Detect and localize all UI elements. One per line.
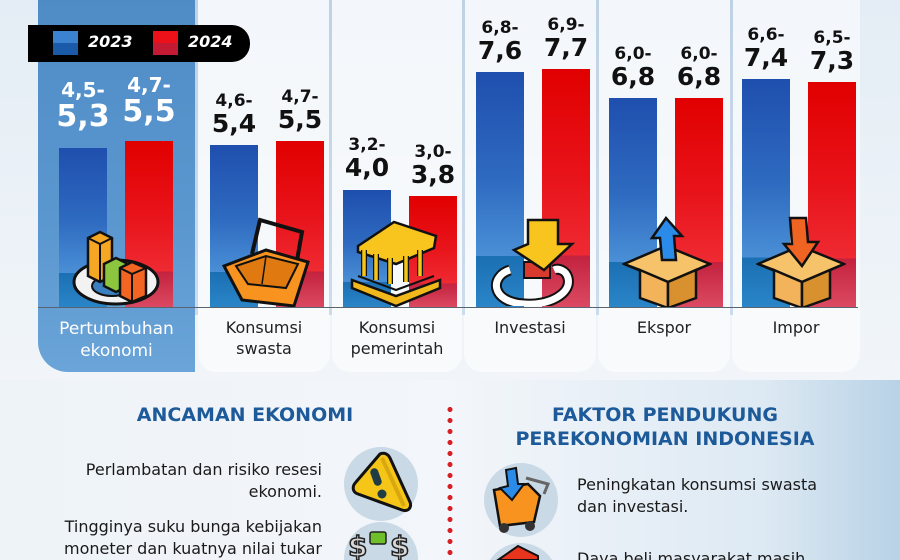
chart-baseline [38,307,858,308]
value-label-2023: 6,6- 7,4 [743,25,789,72]
bar-chart: 4,5- 5,3 4,7- 5,5 4,6- 5,4 4,7- 5,5 3,2- 4,0 … [28,0,860,372]
threat-item-2-text: Tingginya suku bunga kebijakan moneter da… [64,517,322,558]
category-label-konsumsi-swasta: Konsumsi swasta [225,318,303,358]
column-panel-konsumsi-pemerintah [332,0,462,372]
category-label-investasi: Investasi [494,318,566,337]
export-box-icon [622,215,712,308]
column-divider [462,0,465,315]
value-label-2023: 3,2- 4,0 [344,135,390,182]
investment-arrow-icon [490,218,576,306]
value-label-2023: 6,0- 6,8 [610,44,656,91]
svg-text:$: $ [390,530,409,560]
value-label-2024: 4,7- 5,5 [277,87,323,134]
category-label-ekspor: Ekspor [636,318,692,337]
category-label-pertumbuhan-ekonomi: Pertumbuhan ekonomi [59,319,174,362]
column-divider [730,0,733,315]
value-label-2023: 4,5- 5,3 [56,78,110,134]
column-divider [329,0,332,315]
currency-icon: $ $ [347,529,410,560]
warning-icon [351,451,412,512]
shopping-cart-icon [492,466,551,533]
import-box-icon [756,216,846,308]
legend-label-2024: 2024 [188,32,233,51]
support-item-2-text: Daya beli masyarakat masih [577,549,806,560]
category-label-impor: Impor [772,318,820,337]
government-building-icon [350,220,442,308]
threats-title: ANCAMAN EKONOMI [136,404,354,426]
svg-text:$: $ [348,530,367,560]
column-divider [195,0,198,315]
chart-legend: 2023 2024 [28,25,250,62]
legend-swatch-2023 [53,31,78,55]
shopping-basket-icon [222,217,310,308]
value-label-2023: 6,8- 7,6 [477,18,523,65]
section-divider-dots [447,404,453,560]
support-item-1-text: Peningkatan konsumsi swasta dan investasi… [577,475,818,516]
house-icon [496,544,539,560]
threat-item-1-text: Perlambatan dan risiko resesi ekonomi. [85,460,322,501]
value-label-2024: 3,0- 3,8 [410,142,456,189]
value-label-2024: 6,0- 6,8 [676,44,722,91]
category-label-konsumsi-pemerintah: Konsumsi pemerintah [350,318,444,358]
growth-bar-chart-icon [72,230,160,306]
value-label-2023: 4,6- 5,4 [211,91,257,138]
legend-label-2023: 2023 [88,32,133,51]
legend-swatch-2024 [153,31,178,55]
value-label-2024: 6,5- 7,3 [809,28,855,75]
value-label-2024: 4,7- 5,5 [122,73,176,129]
supports-title: FAKTOR PENDUKUNG PEREKONOMIAN INDONESIA [515,404,815,450]
bar-2023-investasi [476,72,524,308]
value-label-2024: 6,9- 7,7 [543,15,589,62]
column-divider [596,0,599,315]
